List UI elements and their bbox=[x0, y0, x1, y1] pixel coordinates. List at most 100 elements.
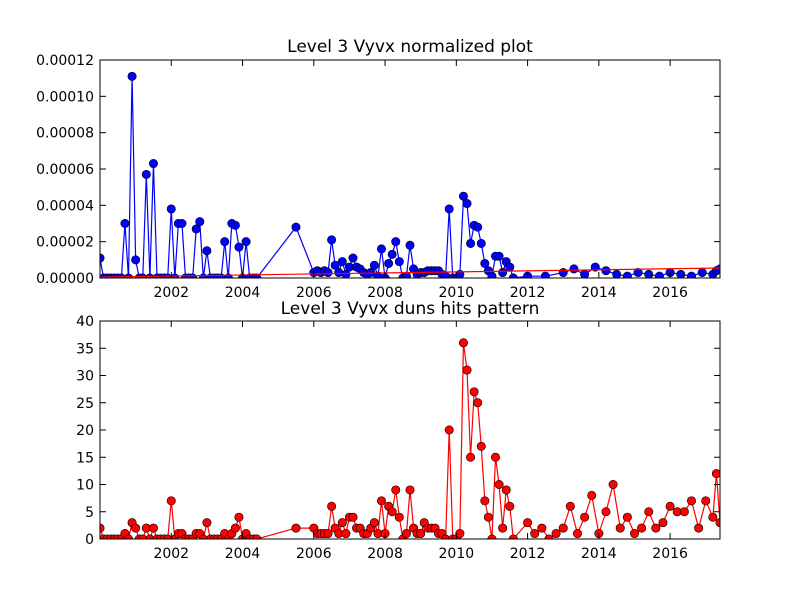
normalized-x-tick-label: 2016 bbox=[652, 285, 688, 301]
normalized-data-point bbox=[241, 237, 251, 247]
normalized-data-point bbox=[369, 260, 379, 270]
duns-hits-data-point bbox=[341, 529, 351, 539]
normalized-x-tick-label: 2004 bbox=[225, 285, 261, 301]
normalized-plot-panel: Level 3 Vyvx normalized plot 2002 2004 200… bbox=[36, 37, 721, 301]
duns-hits-data-point bbox=[679, 507, 689, 517]
normalized-plot-axes: 2002 2004 2006 2008 2010 2012 2014 2016 0.00000 0… bbox=[36, 53, 720, 301]
duns-hits-data-point bbox=[629, 529, 639, 539]
normalized-data-point bbox=[444, 204, 454, 214]
normalized-data-point bbox=[348, 253, 358, 263]
normalized-data-point bbox=[466, 238, 476, 248]
duns-hits-data-point bbox=[565, 501, 575, 511]
normalized-data-point bbox=[697, 268, 707, 278]
duns-hits-axes: 2002 2004 2006 2008 2010 2012 2014 2016 0 5 10 15 20… bbox=[76, 314, 720, 562]
duns-hits-data-point bbox=[551, 529, 561, 539]
normalized-y-tick-label: 0.00002 bbox=[36, 235, 94, 251]
duns-hits-data-point bbox=[131, 523, 141, 533]
duns-hits-data-point bbox=[444, 425, 454, 435]
duns-hits-data-point bbox=[694, 523, 704, 533]
normalized-data-point bbox=[487, 271, 497, 278]
duns-hits-x-tick-label: 2012 bbox=[510, 546, 546, 562]
duns-hits-data-point bbox=[523, 518, 533, 528]
duns-hits-data-point bbox=[480, 496, 490, 506]
duns-hits-data-point bbox=[711, 469, 720, 479]
duns-hits-data-point bbox=[491, 452, 501, 462]
normalized-y-tick-label: 0.00006 bbox=[36, 162, 94, 178]
duns-hits-data-point bbox=[473, 398, 483, 408]
duns-hits-data-point bbox=[665, 501, 675, 511]
normalized-x-tick-label: 2010 bbox=[439, 285, 475, 301]
duns-hits-x-tick-label: 2004 bbox=[225, 546, 261, 562]
normalized-data-point bbox=[462, 199, 472, 209]
normalized-data-point bbox=[601, 266, 611, 276]
duns-hits-data-point bbox=[234, 512, 244, 522]
duns-hits-data-point bbox=[369, 518, 379, 528]
duns-hits-data-point bbox=[580, 512, 590, 522]
normalized-y-tick-label: 0.00000 bbox=[36, 271, 94, 287]
normalized-data-point bbox=[558, 268, 568, 278]
normalized-x-tick-label: 2002 bbox=[153, 285, 189, 301]
normalized-data-point bbox=[458, 191, 468, 201]
normalized-data-point bbox=[195, 217, 205, 227]
duns-hits-data-point bbox=[337, 518, 347, 528]
normalized-y-tick-label: 0.00008 bbox=[36, 126, 94, 142]
duns-hits-data-point bbox=[651, 523, 661, 533]
normalized-data-point bbox=[127, 71, 137, 81]
normalized-data-point bbox=[401, 271, 411, 278]
normalized-x-tick-label: 2012 bbox=[510, 285, 546, 301]
duns-hits-data-point bbox=[658, 518, 668, 528]
duns-hits-data-point bbox=[327, 501, 337, 511]
duns-hits-x-tick-label: 2010 bbox=[439, 546, 475, 562]
normalized-data-point bbox=[569, 264, 579, 274]
duns-hits-y-tick-label: 15 bbox=[76, 450, 94, 466]
normalized-data-point bbox=[676, 269, 686, 278]
normalized-data-point bbox=[612, 269, 622, 278]
duns-hits-data-point bbox=[416, 529, 426, 539]
duns-hits-data-point bbox=[469, 387, 479, 397]
normalized-trend-line bbox=[100, 267, 720, 278]
normalized-y-tick-label: 0.00010 bbox=[36, 89, 94, 105]
normalized-data-point bbox=[234, 242, 244, 252]
normalized-data-point bbox=[654, 271, 664, 278]
duns-hits-data-point bbox=[622, 512, 632, 522]
duns-hits-data-point bbox=[462, 365, 472, 375]
normalized-data-point bbox=[131, 255, 141, 265]
normalized-data-point bbox=[291, 222, 301, 232]
duns-hits-y-tick-label: 25 bbox=[76, 396, 94, 412]
duns-hits-data-point bbox=[166, 496, 176, 506]
duns-hits-data-point bbox=[323, 529, 333, 539]
normalized-data-point bbox=[376, 244, 386, 254]
duns-hits-data-point bbox=[458, 338, 468, 348]
duns-hits-data-point bbox=[466, 452, 476, 462]
normalized-plot-series bbox=[100, 71, 720, 278]
normalized-data-point bbox=[148, 159, 158, 169]
duns-hits-data-point bbox=[501, 485, 511, 495]
normalized-data-point bbox=[686, 271, 696, 278]
normalized-data-point bbox=[473, 222, 483, 232]
normalized-data-point bbox=[580, 269, 590, 278]
duns-hits-data-point bbox=[686, 496, 696, 506]
normalized-data-point bbox=[644, 269, 654, 278]
normalized-y-tick-label: 0.00004 bbox=[36, 198, 94, 214]
duns-hits-data-point bbox=[558, 523, 568, 533]
normalized-data-point bbox=[220, 237, 230, 247]
normalized-data-point bbox=[633, 268, 643, 278]
duns-hits-data-point bbox=[401, 529, 411, 539]
duns-hits-data-point bbox=[608, 479, 618, 489]
normalized-data-point bbox=[330, 260, 340, 270]
duns-hits-x-tick-label: 2014 bbox=[581, 546, 617, 562]
normalized-data-point bbox=[191, 224, 201, 234]
normalized-data-point bbox=[166, 204, 176, 214]
normalized-data-point bbox=[391, 237, 401, 247]
duns-hits-y-tick-label: 5 bbox=[85, 505, 94, 521]
duns-hits-x-tick-label: 2016 bbox=[652, 546, 688, 562]
normalized-data-point bbox=[327, 235, 337, 245]
duns-hits-y-tick-label: 20 bbox=[76, 423, 94, 439]
duns-hits-panel: Level 3 Vyvx duns hits pattern 2002 2004 2… bbox=[76, 299, 721, 562]
duns-hits-x-tick-label: 2008 bbox=[367, 546, 403, 562]
duns-hits-x-tick-label: 2006 bbox=[296, 546, 332, 562]
normalized-data-point bbox=[476, 238, 486, 248]
duns-hits-data-point bbox=[530, 529, 540, 539]
normalized-data-point bbox=[384, 258, 394, 268]
normalized-data-point bbox=[622, 271, 632, 278]
